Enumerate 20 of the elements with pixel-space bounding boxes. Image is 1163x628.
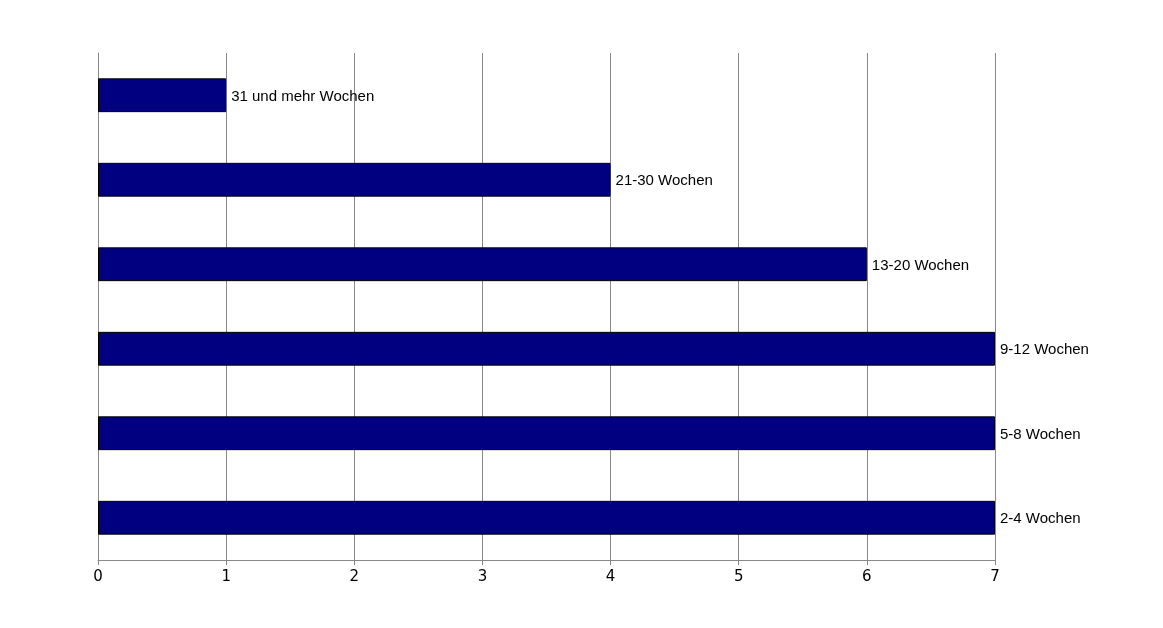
- y-tick-label: 2-4 Wochen: [1000, 509, 1081, 527]
- y-tick-label: 21-30 Wochen: [615, 171, 713, 189]
- x-tick-label: 3: [477, 566, 488, 585]
- bar: [98, 78, 227, 113]
- x-tick-label: 5: [733, 566, 744, 585]
- x-tick-label: 1: [221, 566, 231, 585]
- x-tick-label: 2: [349, 566, 360, 585]
- y-tick-label: 5-8 Wochen: [1000, 424, 1081, 442]
- bar: [98, 162, 611, 197]
- bar: [98, 416, 995, 451]
- bar: [98, 331, 995, 366]
- y-tick-label: 9-12 Wochen: [1000, 340, 1089, 358]
- bar: [98, 247, 867, 282]
- y-tick-label: 31 und mehr Wochen: [231, 86, 375, 104]
- bar: [98, 500, 995, 535]
- x-tick-label: 0: [93, 566, 103, 585]
- x-tick-label: 7: [990, 566, 1000, 585]
- y-tick-label: 13-20 Wochen: [871, 255, 970, 273]
- x-tick-label: 6: [862, 566, 872, 585]
- x-tick-label: 4: [605, 566, 616, 585]
